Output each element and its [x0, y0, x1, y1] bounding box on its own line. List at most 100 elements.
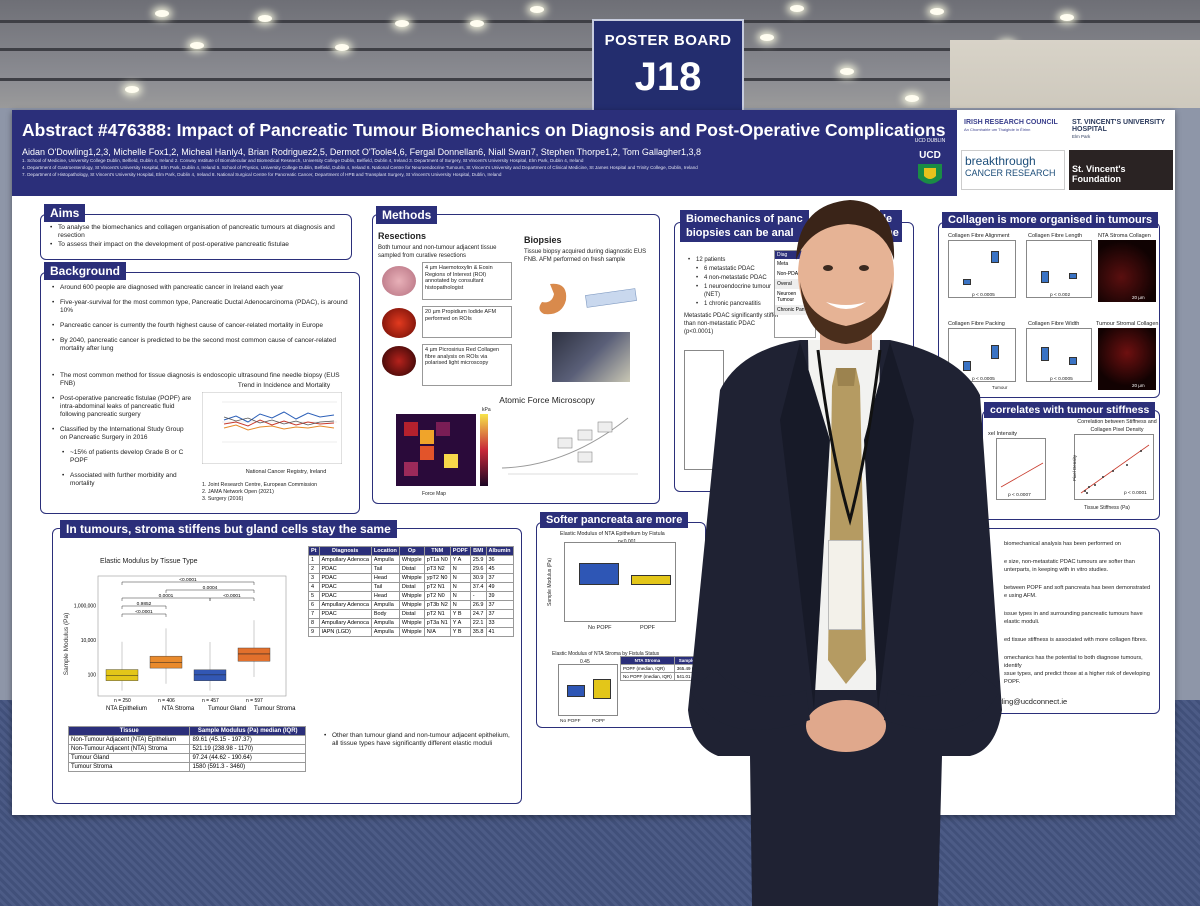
background-item: Pancreatic cancer is currently the fourt…	[52, 322, 352, 330]
significance-label: <0.0001	[135, 609, 153, 615]
significance-label: <0.0001	[223, 593, 241, 599]
table-cell: Non-Tumour Adjacent (NTA) Epithelium	[67, 735, 191, 745]
conclusion-line: between POPF and soft pancreata has been…	[1004, 585, 1151, 591]
conclusion-line: e using AFM.	[1004, 593, 1037, 599]
boxplot-ylabel: Sample Modulus (Pa)	[63, 613, 70, 676]
ceiling-light	[190, 42, 204, 49]
table-cell: Y A	[449, 555, 471, 565]
table-cell: Tumour Gland	[67, 753, 191, 763]
box-nta	[963, 279, 971, 285]
right-lapel	[864, 342, 914, 710]
significance-bracket	[209, 597, 255, 601]
table-cell: Meta	[777, 261, 789, 267]
biomechanics-title-line: biopsies can be anal	[686, 227, 794, 239]
table-cell: Whipple	[398, 627, 425, 637]
table-cell: 89.61 (45.15 - 197.37)	[189, 735, 306, 745]
breakthrough-name: breakthrough	[965, 154, 1036, 168]
foundation-logo: St. Vincent's Foundation	[1069, 150, 1173, 190]
table-row: 6 Ampullary Adenoca Ampulla Whipple pT3b N2 N…	[308, 600, 514, 610]
category-label: No POPF	[560, 719, 581, 724]
smile	[826, 302, 866, 309]
collagen-plot-title: Collagen Fibre Alignment	[948, 233, 1010, 239]
box-tumour	[991, 251, 999, 263]
collagen-image-title: Tumour Stromal Collagen	[1096, 321, 1159, 327]
svuh-logo: ST. VINCENT'S UNIVERSITY HOSPITAL Elm Pa…	[1069, 116, 1173, 143]
correlation-title: correlates with tumour stiffness	[984, 402, 1156, 418]
table-cell: 2	[308, 564, 320, 574]
significance-label: 0.0001	[159, 593, 174, 599]
count-label: n = 406	[158, 698, 175, 704]
method-step: 4 µm Haemotoxylin & Eosin Regions of Int…	[422, 262, 512, 300]
ucd-logo-text: UCD DUBLIN	[914, 138, 946, 144]
correlation-subtitle: xel Intensity	[988, 431, 1018, 437]
significance-label: 0.0004	[203, 585, 218, 591]
table-cell: 37	[485, 609, 514, 619]
table-cell: No POPF (median, IQR)	[620, 672, 675, 681]
collagen-plot-title: Collagen Fibre Width	[1028, 321, 1080, 327]
svg-text:UCD: UCD	[919, 150, 941, 161]
affiliation-line: 1. School of Medicine, University Colleg…	[22, 158, 584, 163]
category-label: No POPF	[588, 625, 612, 631]
box-tumour	[1069, 273, 1077, 279]
ceiling-light	[125, 86, 139, 93]
ceiling-light	[395, 20, 409, 27]
softer-plot-title: Elastic Modulus of NTA Epithelium by Fis…	[560, 531, 665, 537]
table-cell: Distal	[398, 564, 425, 574]
tissue-table-header: Tissue Sample Modulus (Pa) median (IQR)	[67, 726, 306, 736]
face	[798, 212, 894, 336]
box-tumour-gland	[193, 669, 227, 681]
background-item: Associated with further morbidity and mo…	[62, 472, 192, 488]
conclusions-text: biomechanical analysis has been performe…	[1004, 540, 1160, 686]
psr-stain-image	[382, 346, 416, 376]
table-cell: Head	[370, 591, 400, 601]
conclusion-line: ssue types, and predict those at a highe…	[1004, 671, 1150, 685]
force-map	[396, 414, 488, 486]
biopsy-micrograph	[552, 332, 630, 382]
scale-bar: 20 µm	[1132, 383, 1145, 388]
significance-bracket	[121, 581, 255, 585]
table-cell: 3	[308, 573, 320, 583]
table-row: 7 PDAC Body Distal pT2 N1 Y B 24.7 37	[308, 609, 514, 619]
table-cell: Ampulla	[370, 555, 400, 565]
table-row: Tumour Stroma 1580 (591.3 - 3460)	[67, 762, 306, 772]
trend-chart-source: National Cancer Registry, Ireland	[245, 469, 327, 475]
patient-item: 1 chronic pancreatitis	[696, 300, 788, 308]
background-item: Post-operative pancreatic fistulae (POPF…	[52, 395, 192, 419]
background-list: Around 600 people are diagnosed with pan…	[52, 284, 352, 360]
table-cell: Body	[370, 609, 400, 619]
box-tumour	[1069, 357, 1077, 365]
left-sleeve	[690, 670, 810, 730]
p-value: p < 0.0005	[972, 293, 995, 298]
table-row: Non-Tumour Adjacent (NTA) Stroma 521.19 (…	[67, 744, 306, 754]
biopsy-illustration	[539, 283, 637, 315]
patient-item: 12 patients	[688, 256, 788, 264]
table-cell: PDAC	[318, 591, 372, 601]
table-cell: 39	[485, 591, 514, 601]
y-tick-label: 100	[88, 673, 97, 679]
poster-board-sign: POSTER BOARD J18	[592, 19, 744, 122]
ucd-logo: UCD	[912, 140, 948, 192]
category-label: NTA Stroma	[162, 706, 195, 712]
aims-list: To analyse the biomechanics and collagen…	[50, 224, 350, 250]
tissue-modulus-table: Tissue Sample Modulus (Pa) median (IQR) N…	[67, 726, 306, 772]
table-cell: 37.4	[469, 582, 487, 592]
right-sleeve	[884, 670, 1000, 730]
table-header: POPF	[449, 546, 471, 556]
regression-line	[1000, 462, 1044, 488]
table-cell: 7	[308, 609, 320, 619]
left-eye	[823, 265, 833, 271]
table-cell: 33	[485, 618, 514, 628]
table-cell: pT1a N0	[423, 555, 451, 565]
intensity-correlation-plot	[996, 438, 1046, 500]
table-cell: PDAC	[318, 573, 372, 583]
table-cell: Ampullary Adenoca	[318, 618, 372, 628]
table-cell: Distal	[398, 582, 425, 592]
background-references: 1. Joint Research Centre, European Commi…	[202, 482, 352, 503]
table-cell: Head	[370, 573, 400, 583]
p-value: p < 0.0005	[972, 377, 995, 382]
table-cell: 37	[485, 600, 514, 610]
table-header: Diag	[775, 251, 815, 259]
table-header: Albumin	[485, 546, 514, 556]
collagen-alignment-plot	[948, 240, 1016, 298]
table-cell: 29.6	[469, 564, 487, 574]
